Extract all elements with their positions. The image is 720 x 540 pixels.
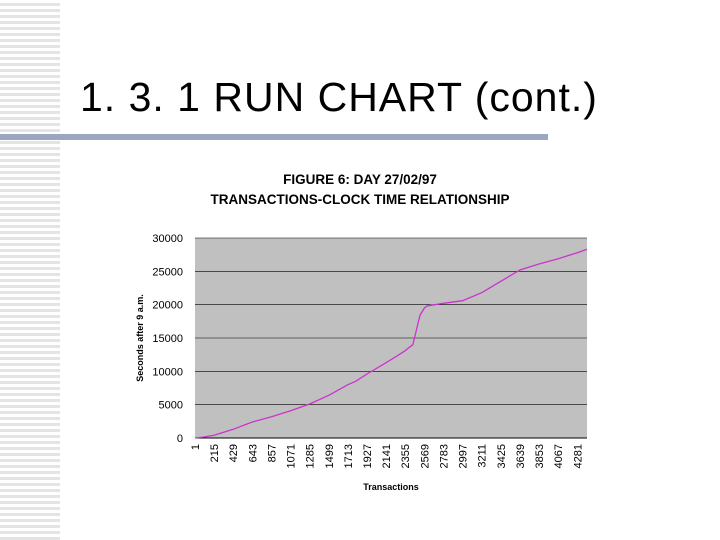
- x-tick-label: 643: [247, 444, 259, 462]
- y-tick-label: 15000: [152, 333, 183, 345]
- x-tick-label: 215: [209, 444, 221, 462]
- x-tick-label: 3425: [496, 444, 508, 468]
- y-tick-label: 5000: [159, 400, 183, 412]
- chart-area: FIGURE 6: DAY 27/02/97 TRANSACTIONS-CLOC…: [123, 158, 594, 503]
- x-tick-label: 1499: [324, 444, 336, 468]
- chart-title: FIGURE 6: DAY 27/02/97: [283, 172, 437, 187]
- x-tick-label: 2783: [438, 444, 450, 468]
- chart-subtitle: TRANSACTIONS-CLOCK TIME RELATIONSHIP: [211, 192, 510, 207]
- series-line: [194, 248, 588, 439]
- x-tick-label: 3639: [515, 444, 527, 468]
- x-tick-label: 2355: [400, 444, 412, 468]
- title-underline: [0, 134, 548, 140]
- y-axis-label: Seconds after 9 a.m.: [135, 294, 145, 382]
- x-tick-label: 4281: [572, 444, 584, 468]
- x-tick-label: 3853: [534, 444, 546, 468]
- x-tick-label: 857: [266, 444, 278, 462]
- y-tick-label: 20000: [152, 300, 183, 312]
- x-tick-label: 4067: [553, 444, 565, 468]
- x-tick-label: 2997: [458, 444, 470, 468]
- x-tick-label: 3211: [477, 444, 489, 468]
- run-chart: FIGURE 6: DAY 27/02/97 TRANSACTIONS-CLOC…: [135, 172, 588, 492]
- x-tick-label: 1071: [286, 444, 298, 468]
- x-tick-label: 1713: [343, 444, 355, 468]
- y-tick-label: 25000: [152, 266, 183, 278]
- x-tick-label: 2569: [419, 444, 431, 468]
- x-tick-label: 1: [190, 444, 202, 450]
- x-tick-label: 1927: [362, 444, 374, 468]
- y-tick-label: 10000: [152, 366, 183, 378]
- y-tick-label: 30000: [152, 233, 183, 245]
- x-tick-label: 1285: [305, 444, 317, 468]
- decorative-stripes: [0, 0, 60, 540]
- x-tick-label: 2141: [381, 444, 393, 468]
- x-axis-label: Transactions: [363, 482, 419, 492]
- slide-title: 1. 3. 1 RUN CHART (cont.): [80, 74, 598, 120]
- y-tick-label: 0: [177, 433, 183, 445]
- x-tick-label: 429: [228, 444, 240, 462]
